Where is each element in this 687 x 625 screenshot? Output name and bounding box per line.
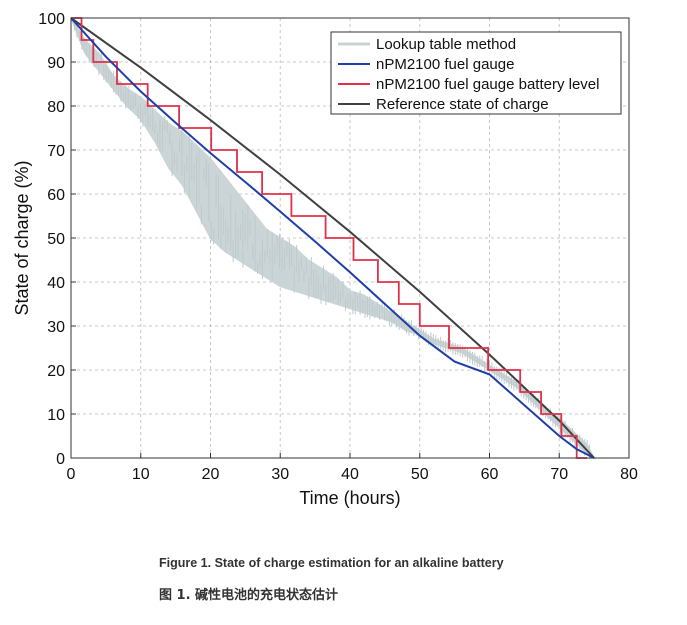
legend-label: Reference state of charge [376,96,549,113]
legend-label: nPM2100 fuel gauge [376,56,514,73]
x-axis-title: Time (hours) [299,488,400,508]
y-tick-label: 70 [47,143,65,160]
soc-chart: 0 10 20 30 40 50 60 70 80 0 10 20 30 40 50 60 70 80 90 100… [12,11,638,508]
legend-label: Lookup table method [376,36,516,53]
x-tick-label: 0 [67,466,76,483]
fuel-gauge-line [70,17,595,459]
x-tick-label: 80 [620,466,638,483]
x-tick-label: 10 [132,466,150,483]
legend-label: nPM2100 fuel gauge battery level [376,76,599,93]
y-tick-label: 80 [47,99,65,116]
figure-caption-chinese: 图 1. 碱性电池的充电状态估计 [159,588,339,603]
x-axis-ticks: 0 10 20 30 40 50 60 70 80 [67,453,638,483]
x-tick-label: 20 [202,466,220,483]
y-tick-label: 60 [47,187,65,204]
y-tick-label: 0 [56,451,65,468]
y-tick-label: 40 [47,275,65,292]
y-tick-label: 20 [47,363,65,380]
series-lines [70,17,595,459]
x-tick-label: 60 [481,466,499,483]
legend: Lookup table method nPM2100 fuel gauge nPM… [330,31,622,115]
y-axis-title: State of charge (%) [12,160,32,315]
x-tick-label: 30 [271,466,289,483]
x-tick-label: 70 [550,466,568,483]
figure-caption-english: Figure 1. State of charge estimation for… [159,556,504,570]
reference-soc-line [70,17,595,459]
y-tick-label: 90 [47,55,65,72]
y-tick-label: 30 [47,319,65,336]
y-axis-ticks: 0 10 20 30 40 50 60 70 80 90 100 [38,11,76,468]
y-tick-label: 100 [38,11,65,28]
x-tick-label: 50 [411,466,429,483]
x-tick-label: 40 [341,466,359,483]
battery-level-step-line [71,17,588,459]
legend-box [330,31,622,115]
y-tick-label: 10 [47,407,65,424]
y-tick-label: 50 [47,231,65,248]
